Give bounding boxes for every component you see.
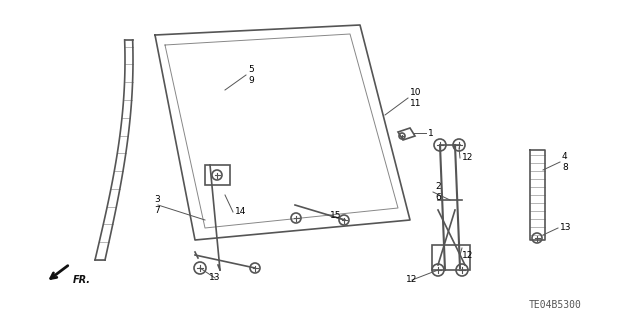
Text: 12: 12 <box>462 153 474 162</box>
Text: 5
9: 5 9 <box>248 65 253 85</box>
Text: 12: 12 <box>406 276 418 285</box>
Text: 13: 13 <box>560 224 572 233</box>
Text: 14: 14 <box>235 207 246 217</box>
Text: 10
11: 10 11 <box>410 88 422 108</box>
Text: 13: 13 <box>209 273 221 283</box>
Text: TE04B5300: TE04B5300 <box>529 300 581 310</box>
Text: FR.: FR. <box>73 275 91 285</box>
Text: 4
8: 4 8 <box>562 152 568 172</box>
Text: 2
6: 2 6 <box>435 182 441 202</box>
Text: 12: 12 <box>462 250 474 259</box>
Text: 15: 15 <box>330 211 342 219</box>
Text: 1: 1 <box>428 129 434 137</box>
Text: 3
7: 3 7 <box>154 195 160 215</box>
